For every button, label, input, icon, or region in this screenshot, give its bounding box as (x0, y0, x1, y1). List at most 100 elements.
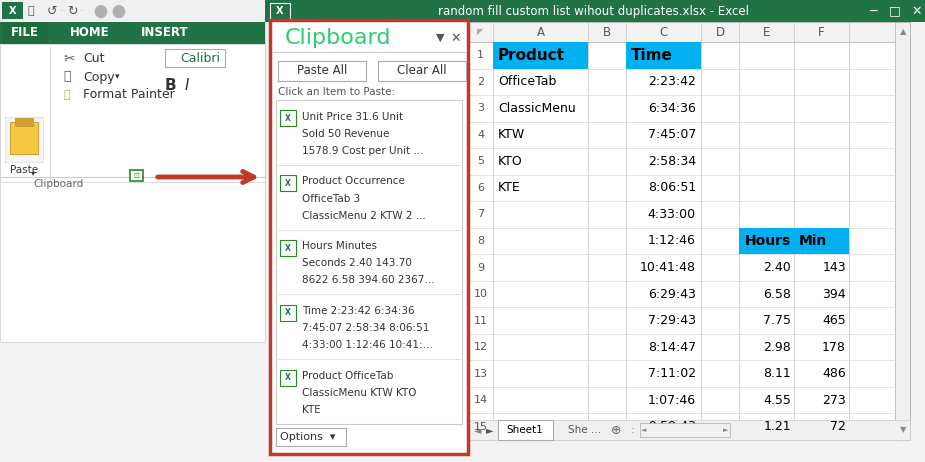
Text: ↺: ↺ (47, 5, 57, 18)
Text: C: C (660, 25, 668, 38)
Text: 1578.9 Cost per Unit ...: 1578.9 Cost per Unit ... (302, 146, 424, 156)
Text: ⬤: ⬤ (111, 4, 125, 18)
Text: 1: 1 (477, 50, 484, 60)
Text: 6: 6 (477, 183, 484, 193)
Text: E: E (763, 25, 771, 38)
FancyBboxPatch shape (640, 423, 730, 437)
Text: F: F (819, 25, 825, 38)
FancyBboxPatch shape (2, 22, 48, 44)
Text: X: X (8, 6, 17, 16)
Text: ◄: ◄ (475, 425, 482, 435)
FancyBboxPatch shape (276, 100, 462, 424)
Text: ✕: ✕ (450, 31, 462, 44)
Text: 13: 13 (474, 369, 487, 379)
Text: 178: 178 (822, 340, 846, 353)
FancyBboxPatch shape (280, 370, 296, 386)
Text: P: P (17, 133, 31, 152)
FancyBboxPatch shape (0, 22, 265, 44)
Text: Paste: Paste (10, 165, 38, 175)
FancyBboxPatch shape (794, 228, 849, 254)
Text: KTW: KTW (498, 128, 525, 141)
FancyBboxPatch shape (626, 42, 701, 68)
Text: ▾: ▾ (115, 73, 119, 81)
Text: Sold 50 Revenue: Sold 50 Revenue (302, 129, 389, 139)
FancyBboxPatch shape (270, 3, 290, 20)
Text: Cut: Cut (83, 53, 105, 66)
Text: 5: 5 (477, 157, 484, 166)
Text: KTO: KTO (498, 155, 523, 168)
Text: 7:11:02: 7:11:02 (648, 367, 696, 380)
Text: Seconds 2.40 143.70: Seconds 2.40 143.70 (302, 258, 412, 268)
Text: 8: 8 (477, 236, 484, 246)
FancyBboxPatch shape (5, 117, 43, 162)
Text: 🖌: 🖌 (63, 90, 69, 100)
Text: 8:06:51: 8:06:51 (648, 182, 696, 195)
Text: Unit Price 31.6 Unit: Unit Price 31.6 Unit (302, 112, 403, 122)
Text: ▼: ▼ (436, 33, 444, 43)
Text: KTE: KTE (302, 405, 321, 415)
Text: X: X (277, 6, 284, 16)
FancyBboxPatch shape (468, 22, 910, 440)
Text: Min: Min (799, 234, 827, 248)
FancyBboxPatch shape (493, 42, 588, 68)
Text: OfficeTab 3: OfficeTab 3 (302, 194, 360, 204)
FancyBboxPatch shape (280, 175, 296, 191)
Text: 7:45:07 2:58:34 8:06:51: 7:45:07 2:58:34 8:06:51 (302, 323, 429, 333)
Text: 12: 12 (474, 342, 487, 352)
Text: 8622 6.58 394.60 2367...: 8622 6.58 394.60 2367... (302, 275, 435, 286)
FancyBboxPatch shape (265, 0, 925, 22)
FancyBboxPatch shape (0, 0, 265, 342)
Text: 6.58: 6.58 (763, 287, 791, 301)
Text: ◄: ◄ (641, 427, 647, 433)
FancyBboxPatch shape (468, 420, 910, 440)
Text: 2.98: 2.98 (763, 340, 791, 353)
Text: ►: ► (487, 425, 494, 435)
Text: ─: ─ (870, 5, 877, 18)
Text: 14: 14 (474, 395, 487, 405)
FancyBboxPatch shape (280, 110, 296, 127)
Text: Time 2:23:42 6:34:36: Time 2:23:42 6:34:36 (302, 306, 414, 316)
Text: 1:07:46: 1:07:46 (648, 394, 696, 407)
Text: ▲: ▲ (900, 28, 906, 36)
Text: I: I (185, 78, 190, 92)
Text: 143: 143 (822, 261, 846, 274)
Text: X: X (285, 179, 291, 188)
Text: INSERT: INSERT (142, 26, 189, 39)
Text: ⬤: ⬤ (93, 4, 107, 18)
FancyBboxPatch shape (378, 61, 466, 81)
Text: :: : (631, 425, 635, 435)
Text: Paste All: Paste All (297, 65, 347, 78)
Text: 10:41:48: 10:41:48 (640, 261, 696, 274)
Text: 72: 72 (830, 420, 846, 433)
Text: 3: 3 (477, 103, 484, 113)
Text: 465: 465 (822, 314, 846, 327)
Text: ClassicMenu KTW KTO: ClassicMenu KTW KTO (302, 388, 416, 398)
Text: FILE: FILE (11, 26, 39, 39)
Text: ClassicMenu 2 KTW 2 ...: ClassicMenu 2 KTW 2 ... (302, 211, 426, 220)
Text: X: X (285, 114, 291, 123)
Text: 9: 9 (477, 262, 484, 273)
Text: Product: Product (498, 48, 565, 63)
FancyBboxPatch shape (165, 49, 225, 67)
Text: 8.11: 8.11 (763, 367, 791, 380)
Text: 8:14:47: 8:14:47 (648, 340, 696, 353)
Text: ▾: ▾ (31, 169, 35, 177)
Text: Sheet1: Sheet1 (507, 425, 543, 435)
Text: 4: 4 (477, 130, 484, 140)
FancyBboxPatch shape (130, 170, 143, 181)
Text: ⊕: ⊕ (610, 424, 622, 437)
FancyBboxPatch shape (468, 22, 910, 42)
Text: 7: 7 (477, 209, 484, 219)
Text: ◤: ◤ (477, 28, 484, 36)
Text: ►: ► (723, 427, 729, 433)
Text: ▼: ▼ (900, 426, 906, 434)
FancyBboxPatch shape (276, 428, 346, 446)
Text: □: □ (889, 5, 901, 18)
Text: 7:29:43: 7:29:43 (648, 314, 696, 327)
Text: 2: 2 (477, 77, 484, 87)
Text: 15: 15 (474, 422, 487, 432)
Text: X: X (285, 243, 291, 253)
Text: X: X (285, 308, 291, 317)
Text: 6:34:36: 6:34:36 (648, 102, 696, 115)
Text: ✕: ✕ (912, 5, 922, 18)
